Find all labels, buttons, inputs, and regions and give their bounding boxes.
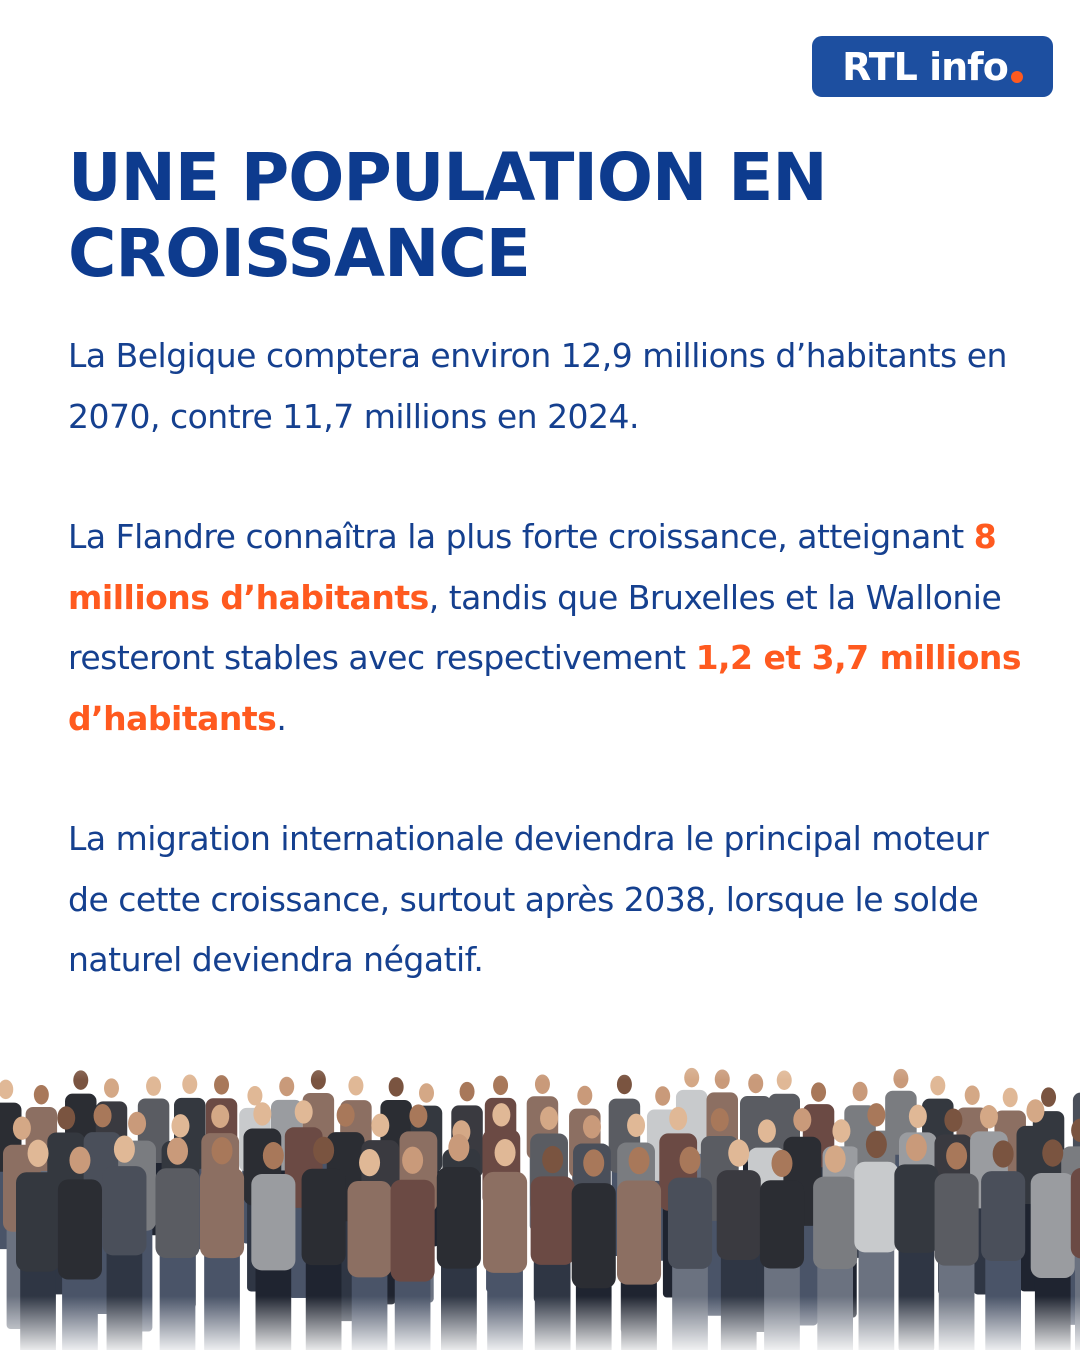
- paragraph: La migration internationale deviendra le…: [68, 809, 1028, 991]
- text-run: .: [276, 698, 287, 738]
- title: UNE POPULATION EN CROISSANCE: [68, 139, 828, 292]
- text-run: La migration internationale deviendra le…: [68, 819, 989, 979]
- logo-dot: [1010, 70, 1023, 83]
- text-run: La Belgique comptera environ 12,9 millio…: [68, 336, 1007, 436]
- fade-overlay: [0, 990, 1080, 1350]
- paragraph: La Belgique comptera environ 12,9 millio…: [68, 326, 1028, 447]
- highlight-run: 8 millions d’habitants: [68, 517, 997, 617]
- text-run: , tandis que Bruxelles et la Wallonie re…: [68, 577, 1002, 678]
- paragraph: La Flandre connaîtra la plus forte crois…: [68, 507, 1028, 749]
- body-text: La Belgique comptera environ 12,9 millio…: [68, 326, 1028, 1051]
- text-run: La Flandre connaîtra la plus forte crois…: [68, 517, 974, 556]
- logo: RTL info: [812, 36, 1053, 97]
- highlight-run: 1,2 et 3,7 millions d’habitants: [68, 638, 1022, 738]
- logo-text: RTL info: [842, 44, 1009, 89]
- crowd-image: [0, 990, 1080, 1350]
